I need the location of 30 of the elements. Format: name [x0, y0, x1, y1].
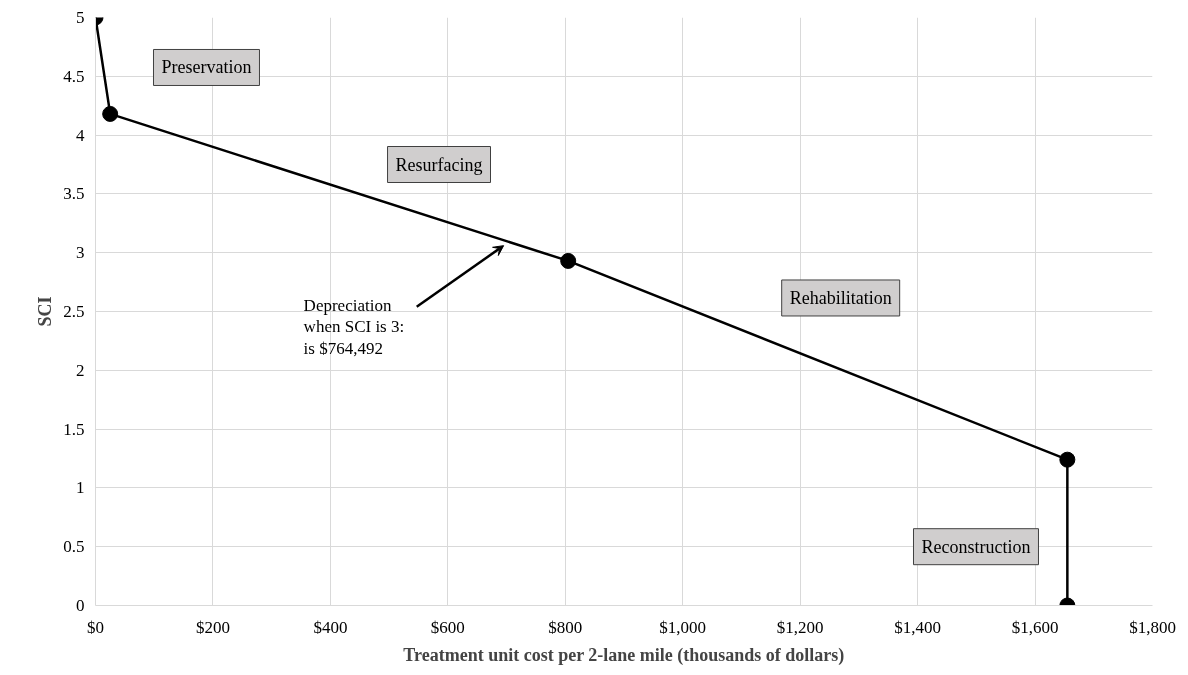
y-tick-label: 3.5 [63, 184, 85, 204]
x-tick-label: $400 [313, 617, 348, 637]
x-tick-label: $1,600 [1011, 617, 1059, 637]
y-tick-label: 4 [76, 125, 85, 145]
x-tick-label: $200 [195, 617, 230, 637]
y-tick-label: 1 [76, 478, 85, 498]
x-tick-label: $1,000 [659, 617, 707, 637]
y-tick-label: 1.5 [63, 419, 85, 439]
x-tick-label: $1,400 [894, 617, 941, 637]
x-tick-label: $800 [548, 617, 583, 637]
y-tick-label: 2 [76, 360, 85, 380]
x-tick-label: $1,200 [776, 617, 824, 637]
annotation: Resurfacing [395, 154, 483, 175]
x-tick-label: $1,800 [1129, 617, 1176, 637]
y-tick-label: 0 [76, 596, 85, 615]
y-tick-label: 2.5 [63, 302, 85, 321]
y-tick-label: 3 [76, 243, 85, 263]
annotation: Rehabilitation [789, 287, 892, 308]
point [560, 252, 577, 269]
x-tick-label: $0 [87, 617, 104, 637]
annotation: Depreciation when SCI is 3: is $764,492 [303, 295, 405, 359]
point [102, 105, 119, 122]
y-tick-label: 5 [76, 8, 85, 27]
x-axis-title: Treatment unit cost per 2-lane mile (thousands of dollars) [403, 644, 845, 666]
y-axis-title: SCI [35, 296, 56, 327]
x-tick-label: $600 [430, 617, 465, 637]
annotation: Preservation [161, 57, 252, 78]
y-tick-label: 4.5 [63, 66, 85, 86]
annotation: Reconstruction [921, 536, 1031, 557]
y-tick-label: 0.5 [63, 537, 85, 557]
